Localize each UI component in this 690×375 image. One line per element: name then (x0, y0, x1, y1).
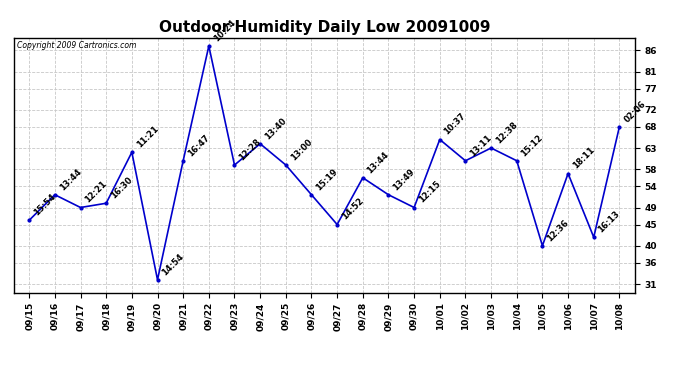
Text: 10:24: 10:24 (212, 18, 237, 43)
Text: 16:30: 16:30 (109, 175, 134, 201)
Text: 12:15: 12:15 (417, 179, 442, 205)
Text: 15:54: 15:54 (32, 192, 57, 217)
Text: 13:11: 13:11 (469, 133, 493, 158)
Title: Outdoor Humidity Daily Low 20091009: Outdoor Humidity Daily Low 20091009 (159, 20, 490, 35)
Text: 13:49: 13:49 (391, 167, 417, 192)
Text: 13:44: 13:44 (366, 150, 391, 175)
Text: 13:00: 13:00 (288, 137, 314, 162)
Text: 15:12: 15:12 (520, 133, 545, 158)
Text: 14:52: 14:52 (340, 196, 365, 222)
Text: 12:21: 12:21 (83, 179, 108, 205)
Text: 15:19: 15:19 (314, 167, 339, 192)
Text: 12:36: 12:36 (545, 218, 571, 243)
Text: 14:54: 14:54 (160, 252, 186, 277)
Text: 10:37: 10:37 (442, 112, 468, 137)
Text: 12:38: 12:38 (494, 120, 519, 145)
Text: 13:44: 13:44 (58, 167, 83, 192)
Text: 12:28: 12:28 (237, 137, 262, 162)
Text: 16:47: 16:47 (186, 133, 211, 158)
Text: 02:06: 02:06 (622, 99, 647, 124)
Text: Copyright 2009 Cartronics.com: Copyright 2009 Cartronics.com (17, 41, 137, 50)
Text: 18:11: 18:11 (571, 146, 596, 171)
Text: 13:40: 13:40 (263, 116, 288, 141)
Text: 16:13: 16:13 (597, 209, 622, 234)
Text: 11:21: 11:21 (135, 124, 160, 150)
